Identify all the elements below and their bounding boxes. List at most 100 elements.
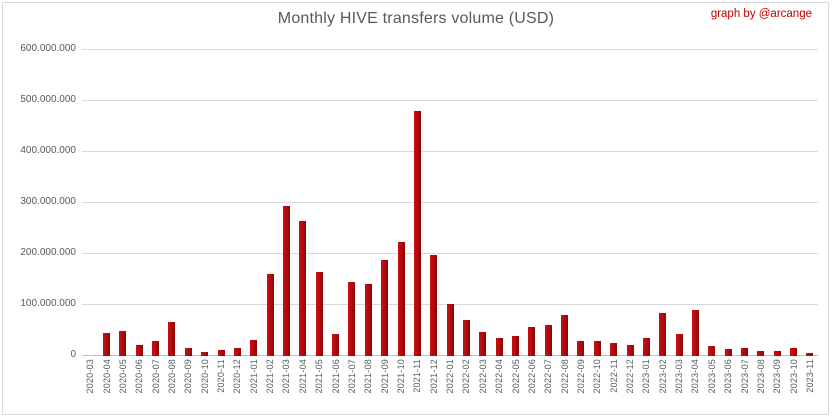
x-tick-column-2022-05: 2022-05 — [507, 359, 523, 413]
bar-column-2021-03 — [278, 50, 294, 356]
x-tick-label-2020-11: 2020-11 — [216, 359, 227, 393]
x-tick-column-2020-09: 2020-09 — [180, 359, 196, 413]
x-tick-column-2020-07: 2020-07 — [147, 359, 163, 413]
x-tick-label-2023-06: 2023-06 — [723, 359, 734, 394]
bar-column-2021-08 — [360, 50, 376, 356]
x-tick-column-2022-09: 2022-09 — [573, 359, 589, 413]
bar-column-2020-03 — [82, 50, 98, 356]
x-tick-label-2023-05: 2023-05 — [706, 359, 717, 394]
y-tick-label-300000000: 300.000.000 — [20, 196, 76, 207]
bar-2023-01 — [642, 337, 650, 356]
gridline-400000000 — [82, 150, 818, 152]
x-tick-label-2022-08: 2022-08 — [559, 359, 570, 394]
bar-2020-08 — [168, 321, 176, 356]
bar-2021-09 — [381, 260, 389, 356]
bar-column-2023-07 — [736, 50, 752, 356]
x-tick-column-2023-10: 2023-10 — [785, 359, 801, 413]
x-tick-column-2021-12: 2021-12 — [426, 359, 442, 413]
x-tick-column-2023-07: 2023-07 — [736, 359, 752, 413]
bar-2021-07 — [348, 281, 356, 356]
x-tick-label-2020-08: 2020-08 — [166, 359, 177, 394]
x-tick-label-2023-02: 2023-02 — [657, 359, 668, 394]
y-tick-label-0: 0 — [70, 349, 76, 360]
bar-2021-10 — [397, 241, 405, 356]
bar-column-2023-05 — [704, 50, 720, 356]
x-tick-label-2021-10: 2021-10 — [396, 359, 406, 394]
x-tick-label-2021-03: 2021-03 — [281, 359, 292, 394]
x-tick-column-2021-01: 2021-01 — [246, 359, 262, 413]
x-tick-label-2023-11: 2023-11 — [804, 359, 815, 393]
bar-2021-02 — [266, 274, 274, 356]
x-tick-column-2023-09: 2023-09 — [769, 359, 785, 413]
y-tick-label-200000000: 200.000.000 — [20, 246, 76, 258]
bar-column-2022-09 — [573, 50, 589, 356]
bar-2023-02 — [659, 313, 667, 356]
x-tick-label-2021-07: 2021-07 — [346, 359, 357, 394]
bar-2020-06 — [135, 344, 143, 356]
x-tick-column-2023-08: 2023-08 — [753, 359, 769, 413]
bar-column-2020-10 — [197, 50, 213, 356]
bar-column-2023-10 — [785, 50, 801, 356]
y-tick-label-400000000: 400.000.000 — [20, 144, 76, 156]
bar-column-2021-05 — [311, 50, 327, 356]
bar-column-2021-12 — [426, 50, 442, 356]
bar-2022-07 — [544, 324, 552, 356]
bar-column-2020-12 — [229, 50, 245, 356]
bar-2023-07 — [741, 348, 749, 356]
bar-column-2021-10 — [393, 50, 409, 356]
x-tick-label-2020-03: 2020-03 — [85, 359, 96, 394]
bar-2023-10 — [790, 347, 798, 356]
x-tick-column-2023-04: 2023-04 — [687, 359, 703, 413]
chart-credit: graph by @arcange — [710, 8, 812, 20]
bar-column-2022-06 — [524, 50, 540, 356]
bar-column-2022-02 — [458, 50, 474, 356]
bar-column-2022-08 — [556, 50, 572, 356]
x-tick-column-2021-03: 2021-03 — [278, 359, 294, 413]
bar-column-2021-07 — [344, 50, 360, 356]
bar-2021-01 — [250, 340, 258, 356]
bar-column-2022-07 — [540, 50, 556, 356]
bar-column-2022-05 — [507, 50, 523, 356]
bar-column-2022-10 — [589, 50, 605, 356]
bar-column-2020-05 — [115, 50, 131, 356]
bar-column-2021-11 — [409, 50, 425, 356]
x-tick-label-2023-04: 2023-04 — [690, 359, 701, 394]
bar-column-2020-06 — [131, 50, 147, 356]
bar-column-2020-09 — [180, 50, 196, 356]
bar-column-2023-09 — [769, 50, 785, 356]
bar-column-2020-08 — [164, 50, 180, 356]
bar-column-2020-11 — [213, 50, 229, 356]
bar-2020-11 — [217, 350, 225, 356]
x-tick-column-2020-10: 2020-10 — [197, 359, 213, 413]
x-tick-label-2022-05: 2022-05 — [510, 359, 521, 394]
bar-2020-10 — [201, 352, 209, 356]
gridline-300000000 — [82, 202, 818, 203]
bar-2022-09 — [577, 340, 585, 356]
x-tick-column-2020-11: 2020-11 — [213, 359, 229, 413]
x-tick-column-2023-02: 2023-02 — [655, 359, 671, 413]
bar-2023-11 — [806, 353, 814, 356]
x-tick-column-2022-01: 2022-01 — [442, 359, 458, 413]
x-tick-label-2020-04: 2020-04 — [101, 359, 112, 394]
x-tick-column-2023-11: 2023-11 — [802, 359, 818, 413]
x-tick-column-2021-02: 2021-02 — [262, 359, 278, 413]
bar-2021-12 — [430, 255, 438, 356]
x-tick-label-2022-11: 2022-11 — [608, 359, 619, 393]
x-tick-label-2020-07: 2020-07 — [150, 359, 161, 394]
bar-2020-09 — [184, 347, 192, 356]
x-tick-label-2023-08: 2023-08 — [755, 359, 766, 394]
bar-column-2023-04 — [687, 50, 703, 356]
bar-column-2021-06 — [327, 50, 343, 356]
x-tick-column-2020-03: 2020-03 — [82, 359, 98, 413]
bar-2022-02 — [462, 319, 470, 356]
bar-2022-11 — [610, 342, 618, 356]
bar-column-2023-03 — [671, 50, 687, 356]
x-tick-column-2023-03: 2023-03 — [671, 359, 687, 413]
x-tick-column-2022-08: 2022-08 — [556, 359, 572, 413]
x-tick-label-2022-03: 2022-03 — [477, 359, 488, 394]
x-tick-column-2021-10: 2021-10 — [393, 359, 409, 413]
x-tick-label-2022-12: 2022-12 — [625, 359, 636, 394]
x-tick-label-2022-04: 2022-04 — [494, 359, 505, 394]
y-tick-label-100000000: 100.000.000 — [20, 298, 76, 309]
bar-column-2022-03 — [475, 50, 491, 356]
